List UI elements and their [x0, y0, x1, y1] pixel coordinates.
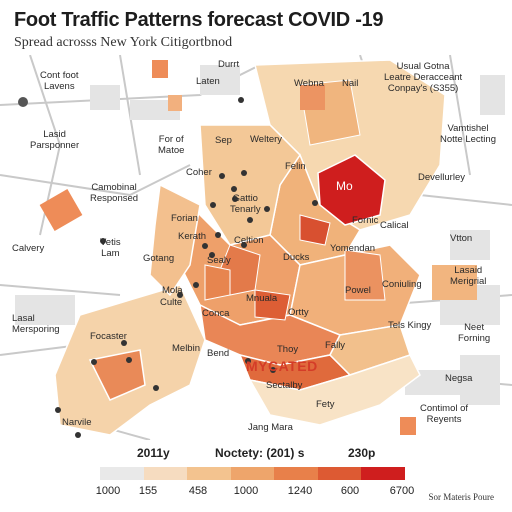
map-label: Celtion [234, 235, 264, 246]
legend-ticks: 1000 155 458 1000 1240 600 6700 [0, 485, 512, 499]
map-label: Weltery [250, 134, 283, 145]
map-svg [0, 54, 512, 441]
legend-swatch [317, 467, 362, 480]
map-label: Cont foot Lavens [40, 70, 79, 92]
map-label: Ducks [283, 252, 310, 263]
legend-swatch [187, 467, 231, 480]
map-area[interactable]: Durrt Laten Cont foot Lavens Webna Nail … [0, 54, 512, 441]
map-label: Mola [162, 285, 183, 296]
map-label: Yomendan [330, 243, 376, 254]
map-label: Devellurley [418, 172, 465, 183]
map-label: Bend [207, 348, 230, 359]
map-label-highlight: MYCATED [246, 358, 318, 374]
map-subtitle: Spread acrosss New York Citigortbnod [14, 35, 233, 50]
map-label: Mo [336, 179, 353, 193]
legend-tick: 600 [340, 485, 360, 497]
poi-markers[interactable] [18, 97, 318, 438]
map-label: Gattio Tenarly [230, 193, 261, 215]
map-label: Mnuala [246, 293, 278, 304]
map-label: Powel [345, 285, 371, 296]
map-label: Vtton [450, 233, 473, 244]
map-label: Lasaid Merigrial [450, 265, 487, 287]
legend-swatch [361, 467, 406, 480]
map-label: Forian [171, 213, 198, 224]
map-label: Sep [215, 135, 232, 146]
map-label: Tels Kingy [388, 320, 432, 331]
map-label: Vetis Lam [100, 237, 121, 259]
map-label: Conca [202, 308, 230, 319]
map-label: Coher [186, 167, 212, 178]
boroughs[interactable] [54, 59, 446, 436]
map-label: Gotang [143, 253, 175, 264]
legend-tick: 1240 [287, 485, 313, 497]
map-label: Calical [380, 220, 409, 231]
legend-swatch [100, 467, 144, 480]
map-label: Fety [316, 399, 335, 410]
source-note: Sor Materis Poure [428, 492, 495, 502]
map-label: Usual Gotna Leatre Deracceant Conpay's (… [384, 61, 463, 94]
isolated-zones[interactable] [39, 60, 477, 435]
legend-tick: 1000 [95, 485, 121, 497]
legend-label-right: 230p [348, 446, 376, 460]
map-label: Sealy [207, 255, 231, 266]
legend-label-center: Noctety: (201) s [215, 446, 305, 460]
legend-tick: 155 [138, 485, 158, 497]
legend-label-left: 2011y [137, 446, 170, 460]
legend-tick: 1000 [233, 485, 259, 497]
map-label: For of Matoe [158, 134, 185, 156]
map-label: Kerath [178, 231, 206, 242]
map-label: Culte [160, 297, 183, 308]
map-label: Coniuling [382, 279, 422, 290]
map-label: Sectalby [266, 380, 303, 391]
map-label: Focaster [90, 331, 127, 342]
map-label: Negsa [445, 373, 473, 384]
map-label: Jang Mara [248, 422, 293, 433]
map-label: Neet Forning [458, 322, 491, 344]
legend-color-scale [100, 467, 406, 480]
map-title: Foot Traffic Patterns forecast COVID -19 [14, 9, 384, 31]
map-label: Lasid Parsponner [30, 129, 80, 151]
map-label: Durrt [218, 59, 240, 70]
map-label: Laten [196, 76, 220, 87]
map-label: Thoy [277, 344, 299, 355]
legend-swatch [274, 467, 318, 480]
map-label: Camobinal Responsed [90, 182, 139, 204]
map-label: Calvery [12, 243, 45, 254]
map-label: Narvile [62, 417, 92, 428]
legend-tick: 6700 [389, 485, 415, 497]
legend-titles: 2011y Noctety: (201) s 230p [0, 446, 512, 464]
map-label: Fornic [352, 215, 379, 226]
legend-tick: 458 [188, 485, 208, 497]
map-label: Contimol of Reyents [420, 403, 469, 425]
map-label: Webna [294, 78, 324, 89]
map-label: Nail [342, 78, 359, 89]
map-label: Melbin [172, 343, 200, 354]
map-label: Felin [285, 161, 306, 172]
map-label: Vamtishel Notte Lecting [440, 123, 496, 145]
background-blocks [15, 65, 505, 405]
map-label: Ortty [288, 307, 309, 318]
legend-swatch [230, 467, 275, 480]
map-label: Lasal Mersporing [12, 313, 60, 335]
map-label: Fally [325, 340, 346, 351]
legend-swatch [143, 467, 188, 480]
